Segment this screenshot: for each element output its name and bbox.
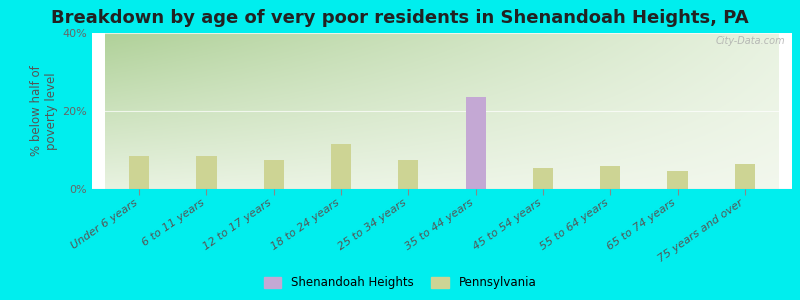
Bar <box>196 156 217 189</box>
Bar <box>734 164 755 189</box>
Text: City-Data.com: City-Data.com <box>715 36 785 46</box>
Bar <box>600 166 620 189</box>
Bar <box>331 144 351 189</box>
Text: Breakdown by age of very poor residents in Shenandoah Heights, PA: Breakdown by age of very poor residents … <box>51 9 749 27</box>
Bar <box>129 156 150 189</box>
Y-axis label: % below half of
poverty level: % below half of poverty level <box>30 66 58 156</box>
Bar <box>466 97 486 189</box>
Bar <box>533 167 553 189</box>
Legend: Shenandoah Heights, Pennsylvania: Shenandoah Heights, Pennsylvania <box>259 272 541 294</box>
Bar <box>466 164 486 189</box>
Bar <box>667 171 688 189</box>
Bar <box>264 160 284 189</box>
Bar <box>398 160 418 189</box>
